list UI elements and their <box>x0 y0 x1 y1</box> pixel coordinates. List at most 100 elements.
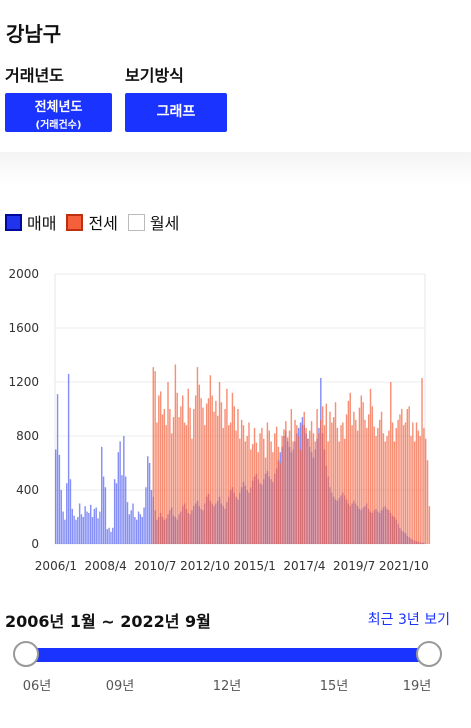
year-select-button[interactable]: 전체년도 (거래건수) <box>5 93 112 132</box>
bar-sale <box>143 507 145 544</box>
bar-jeonse <box>358 407 361 544</box>
bar-jeonse <box>286 437 289 544</box>
bar-sale <box>119 441 121 544</box>
bar-jeonse <box>222 427 224 544</box>
bar-jeonse <box>196 367 199 544</box>
bar-jeonse <box>250 449 252 544</box>
legend-label-sale: 매매 <box>27 214 57 233</box>
bar-jeonse <box>366 427 368 544</box>
year-value: 전체년도 <box>34 100 83 115</box>
bar-jeonse <box>314 441 316 544</box>
bar-jeonse <box>353 411 355 544</box>
bar-jeonse <box>406 409 409 544</box>
bar-jeonse <box>397 419 399 544</box>
slider-tick: 15년 <box>319 679 349 694</box>
x-tick-label: 2008/4 <box>85 559 127 573</box>
legend-item-sale[interactable]: 매매 <box>5 210 56 234</box>
bar-jeonse <box>255 442 258 544</box>
bar-jeonse <box>329 411 331 544</box>
bar-jeonse <box>423 427 425 544</box>
x-tick-label: 2017/4 <box>283 559 325 573</box>
legend-item-monthly[interactable]: 월세 <box>127 210 179 234</box>
bar-sale <box>104 487 107 544</box>
bar-jeonse <box>351 425 353 544</box>
bar-jeonse <box>377 427 379 544</box>
slider-handle-end[interactable] <box>416 641 442 667</box>
bar-jeonse <box>413 441 416 544</box>
bar-jeonse <box>412 422 414 544</box>
bar-sale <box>99 511 101 544</box>
slider-tick: 09년 <box>105 679 135 694</box>
view-select-button[interactable]: 그래프 <box>125 93 227 132</box>
bar-jeonse <box>204 425 206 544</box>
bar-sale <box>75 519 77 544</box>
bar-jeonse <box>244 441 247 544</box>
bar-jeonse <box>378 419 381 544</box>
bar-jeonse <box>283 429 285 544</box>
bar-jeonse <box>178 417 180 544</box>
bar-jeonse <box>200 398 202 544</box>
bar-jeonse <box>277 446 280 544</box>
bar-jeonse <box>334 402 337 544</box>
bar-jeonse <box>364 419 366 544</box>
bar-jeonse <box>325 403 328 544</box>
bar-jeonse <box>229 422 232 544</box>
district-title: 강남구 <box>6 22 62 46</box>
bar-sale <box>58 454 61 544</box>
bar-sale <box>73 515 75 544</box>
bar-sale <box>150 490 153 544</box>
bar-jeonse <box>323 425 326 544</box>
x-tick-label: 2010/7 <box>134 559 176 573</box>
slider-tick: 12년 <box>212 679 242 694</box>
bar-sale <box>82 517 85 544</box>
bar-jeonse <box>425 438 427 544</box>
bar-sale <box>86 511 88 544</box>
bar-jeonse <box>158 395 160 544</box>
bar-jeonse <box>382 433 385 544</box>
slider-tick: 19년 <box>402 679 432 694</box>
bar-jeonse <box>180 406 182 544</box>
bar-jeonse <box>167 382 169 544</box>
bar-jeonse <box>228 425 230 544</box>
bar-jeonse <box>264 457 267 544</box>
bar-jeonse <box>235 430 237 544</box>
bar-sale <box>115 483 118 544</box>
bar-sale <box>139 514 142 544</box>
bar-sale <box>128 514 131 544</box>
bar-jeonse <box>226 388 228 544</box>
legend-swatch-sale <box>5 213 22 231</box>
bar-jeonse <box>239 438 241 544</box>
year-sub: (거래건수) <box>35 120 82 131</box>
bar-sale <box>56 394 59 544</box>
bar-jeonse <box>296 425 298 544</box>
bar-jeonse <box>257 452 259 544</box>
bar-jeonse <box>231 392 234 544</box>
legend-item-jeonse[interactable]: 전세 <box>66 210 118 234</box>
bar-jeonse <box>213 411 215 544</box>
bar-jeonse <box>172 417 175 544</box>
slider-handle-start[interactable] <box>13 641 39 667</box>
bar-jeonse <box>417 430 420 544</box>
legend-swatch-monthly <box>127 213 145 231</box>
x-tick-label: 2021/10 <box>379 559 429 573</box>
bar-sale <box>69 479 72 544</box>
bar-jeonse <box>242 425 245 544</box>
bar-jeonse <box>261 427 263 544</box>
bar-jeonse <box>309 430 311 544</box>
bar-sale <box>97 518 99 544</box>
bar-sale <box>145 487 147 544</box>
bar-jeonse <box>237 409 239 544</box>
bar-sale <box>62 511 64 544</box>
bar-sale <box>102 476 105 544</box>
bar-jeonse <box>211 395 213 544</box>
bar-jeonse <box>340 425 342 544</box>
bar-jeonse <box>367 414 370 544</box>
bar-jeonse <box>297 436 300 544</box>
bar-jeonse <box>191 438 193 544</box>
slider-track[interactable] <box>27 648 430 662</box>
recent-3-years-button[interactable]: 최근 3년 보기 <box>367 612 450 628</box>
bar-jeonse <box>338 441 340 544</box>
bar-jeonse <box>202 407 204 544</box>
bar-jeonse <box>259 433 261 544</box>
bar-jeonse <box>198 384 201 544</box>
